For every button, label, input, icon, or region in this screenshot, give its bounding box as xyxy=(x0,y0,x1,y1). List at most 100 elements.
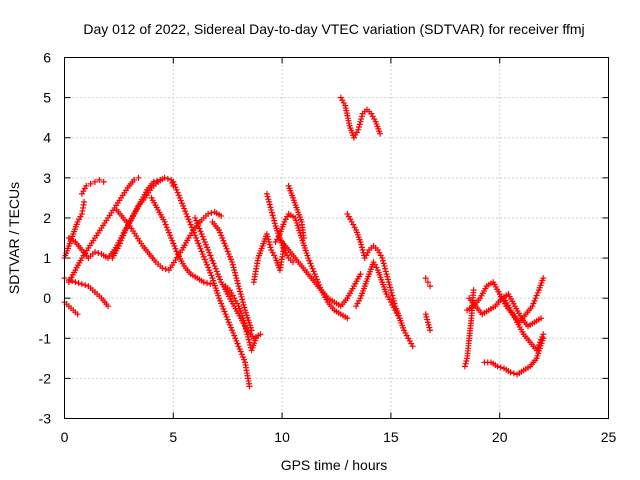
data-point xyxy=(379,257,386,264)
y-tick-label: 0 xyxy=(43,290,51,306)
data-point xyxy=(229,327,236,334)
data-point xyxy=(230,329,237,336)
data-point xyxy=(204,280,211,287)
data-point xyxy=(75,280,82,287)
data-point xyxy=(268,209,275,216)
data-point xyxy=(91,249,98,256)
data-point xyxy=(231,267,238,274)
data-point xyxy=(105,303,112,310)
data-point xyxy=(222,243,229,250)
data-point xyxy=(192,214,199,221)
series-t8 xyxy=(113,206,225,274)
data-point xyxy=(238,293,245,300)
data-point xyxy=(427,327,434,334)
data-point xyxy=(162,266,169,273)
data-point xyxy=(536,339,543,346)
series-t16 xyxy=(272,210,351,322)
data-point xyxy=(529,303,536,310)
y-axis-label: SDTVAR / TECUs xyxy=(6,182,22,294)
data-point xyxy=(226,253,233,260)
data-point xyxy=(245,336,252,343)
data-point xyxy=(220,237,227,244)
data-point xyxy=(225,251,232,258)
data-point xyxy=(199,233,206,240)
series-t26 xyxy=(466,291,545,330)
data-point xyxy=(179,200,186,207)
data-point xyxy=(167,232,174,239)
data-point xyxy=(161,218,168,225)
data-point xyxy=(386,281,393,288)
data-point xyxy=(264,193,271,200)
data-point xyxy=(199,251,206,258)
grid xyxy=(64,57,609,419)
data-point xyxy=(231,332,238,339)
data-point xyxy=(538,336,545,343)
data-point xyxy=(310,268,317,275)
data-point xyxy=(224,316,231,323)
data-point xyxy=(507,369,514,376)
axis-ticks: 0 5 10 15 20 25 -3 -2 -1 0 1 2 3 4 5 6 xyxy=(39,50,617,446)
series-t5 xyxy=(65,174,142,286)
data-point xyxy=(244,331,251,338)
data-point xyxy=(197,228,204,235)
y-tick-label: 6 xyxy=(43,50,51,66)
data-point xyxy=(200,279,207,286)
data-point xyxy=(239,296,246,303)
data-point xyxy=(234,280,241,287)
data-point xyxy=(171,243,178,250)
data-point xyxy=(381,263,388,270)
data-point xyxy=(217,276,224,283)
data-point xyxy=(269,212,276,219)
data-point xyxy=(205,210,212,217)
data-point xyxy=(193,235,200,241)
data-point xyxy=(187,221,194,228)
data-point xyxy=(384,273,391,280)
data-point xyxy=(208,209,215,216)
data-point xyxy=(201,256,208,263)
y-tick-label: 3 xyxy=(43,170,51,186)
data-point xyxy=(161,174,168,181)
x-tick-label: 0 xyxy=(61,429,69,445)
data-point xyxy=(100,178,107,185)
data-point xyxy=(382,265,389,272)
data-point xyxy=(266,201,273,208)
data-point xyxy=(174,189,181,196)
data-point xyxy=(427,283,434,290)
data-point xyxy=(233,337,240,344)
data-point xyxy=(78,281,85,288)
data-point xyxy=(424,316,431,323)
data-point xyxy=(220,305,227,312)
data-point xyxy=(308,263,315,270)
data-point xyxy=(181,205,188,212)
data-point xyxy=(384,276,391,283)
data-point xyxy=(208,272,215,279)
series-t4 xyxy=(78,176,107,197)
data-point xyxy=(377,130,384,137)
data-point xyxy=(538,315,545,322)
data-point xyxy=(240,301,247,308)
data-point xyxy=(357,239,364,246)
data-point xyxy=(357,118,364,125)
data-point xyxy=(462,360,469,367)
data-point xyxy=(534,344,541,351)
data-point xyxy=(165,229,172,236)
data-point xyxy=(202,259,209,266)
series-t21 xyxy=(353,259,403,322)
data-point xyxy=(218,212,225,219)
data-point xyxy=(164,226,171,233)
data-point xyxy=(359,247,366,254)
data-point xyxy=(383,271,390,278)
data-point xyxy=(207,269,214,276)
data-point xyxy=(219,235,226,241)
data-point xyxy=(159,265,166,272)
data-point xyxy=(87,180,94,187)
series-t15 xyxy=(263,190,296,266)
data-point xyxy=(201,239,208,246)
data-point xyxy=(235,343,242,350)
data-point xyxy=(195,222,202,229)
data-point xyxy=(266,239,273,246)
data-point xyxy=(207,252,214,259)
data-point xyxy=(238,351,245,358)
data-point xyxy=(218,232,225,239)
data-point xyxy=(382,268,389,275)
